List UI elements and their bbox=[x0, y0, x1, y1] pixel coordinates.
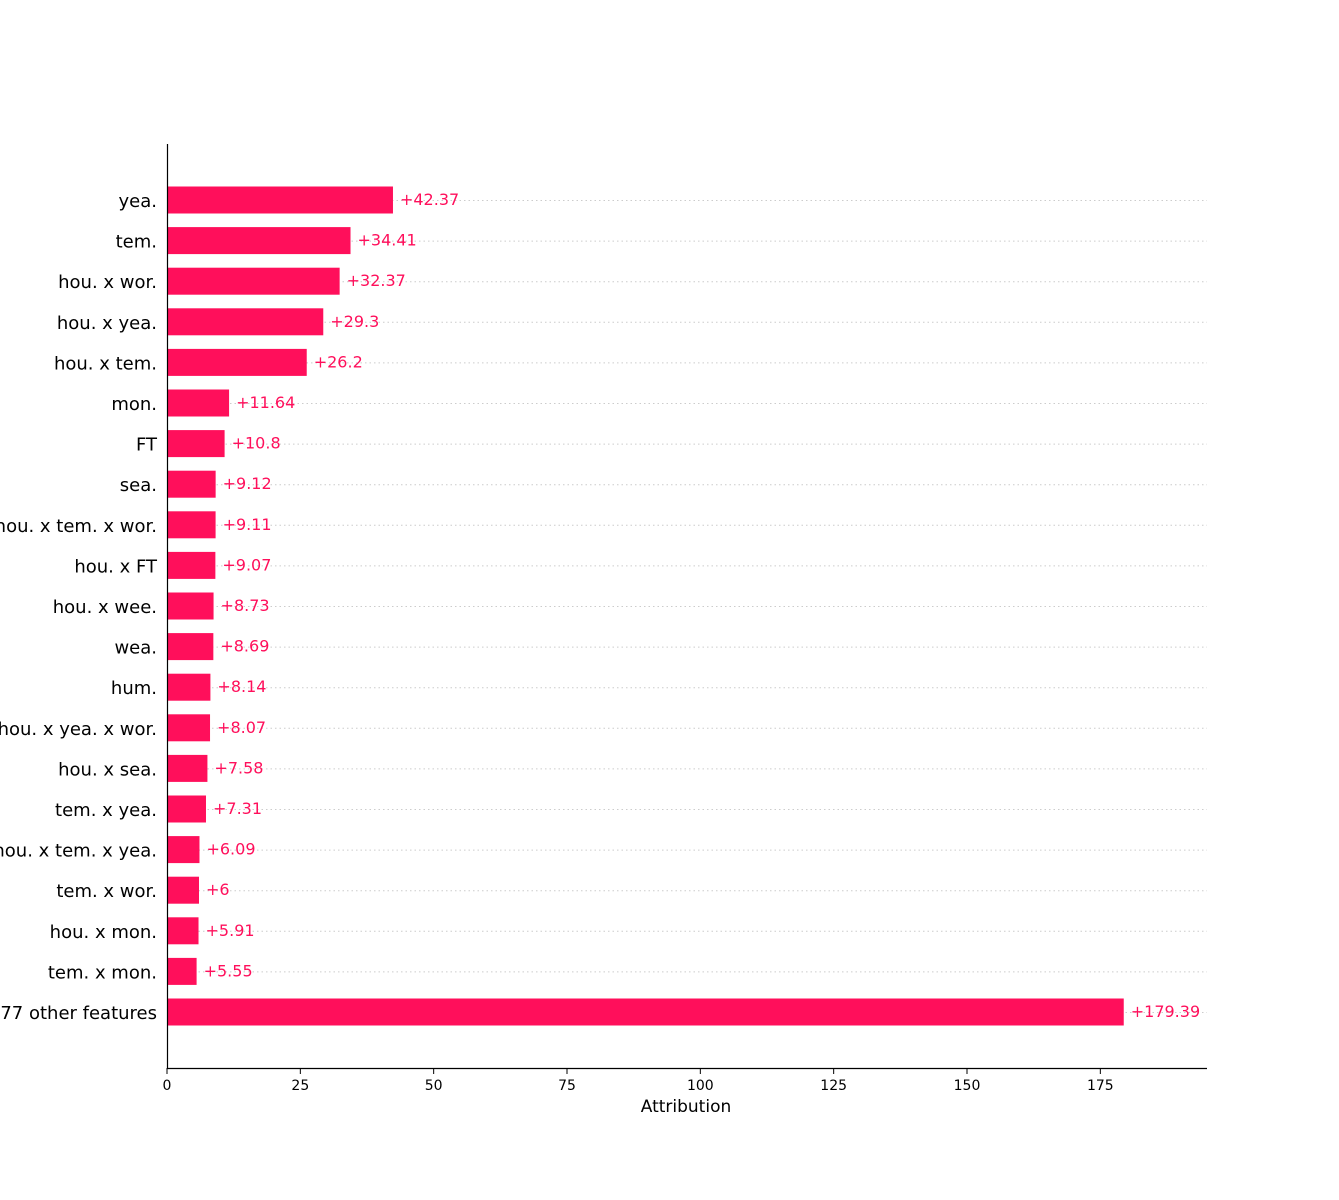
bar bbox=[167, 430, 225, 458]
value-labels: +42.37 +34.41 +32.37 +29.3 +26.2 +11.64 +10.8 +… bbox=[204, 190, 1201, 1021]
bar bbox=[167, 633, 214, 661]
category-label: hou. x tem. x wor. bbox=[0, 516, 157, 537]
category-label: hou. x yea. x wor. bbox=[0, 719, 157, 740]
value-label: +8.07 bbox=[217, 718, 266, 737]
bar bbox=[167, 795, 206, 823]
value-label: +9.11 bbox=[223, 515, 272, 534]
bar bbox=[167, 511, 216, 539]
tick-label: 150 bbox=[954, 1078, 981, 1094]
bar bbox=[167, 389, 230, 417]
category-label: mon. bbox=[111, 394, 157, 415]
tick-label: 175 bbox=[1087, 1078, 1114, 1094]
tick-label: 100 bbox=[687, 1078, 714, 1094]
bar bbox=[167, 917, 199, 945]
value-label: +29.3 bbox=[330, 312, 379, 331]
category-label: hou. x tem. bbox=[54, 353, 157, 374]
value-label: +8.73 bbox=[221, 596, 270, 615]
category-label: tem. bbox=[116, 232, 157, 253]
value-label: +32.37 bbox=[347, 271, 406, 290]
category-label: tem. x wor. bbox=[56, 881, 157, 902]
value-label: +9.07 bbox=[222, 555, 271, 574]
value-label: +5.91 bbox=[206, 921, 255, 940]
bars bbox=[167, 186, 1124, 1026]
tick-label: 75 bbox=[558, 1078, 576, 1094]
category-label: hou. x yea. bbox=[57, 313, 157, 334]
bar bbox=[167, 227, 351, 255]
category-label: sea. bbox=[120, 475, 157, 496]
value-label: +8.14 bbox=[217, 677, 266, 696]
bar bbox=[167, 754, 208, 782]
category-label: hou. x sea. bbox=[58, 759, 157, 780]
category-label: wea. bbox=[114, 638, 157, 659]
bar bbox=[167, 673, 211, 701]
value-label: +9.12 bbox=[223, 474, 272, 493]
bar bbox=[167, 348, 307, 376]
tick-label: 125 bbox=[820, 1078, 847, 1094]
category-label: Sum of 77 other features bbox=[0, 1003, 157, 1024]
category-label: hou. x FT bbox=[74, 556, 158, 577]
category-label: tem. x yea. bbox=[55, 800, 157, 821]
value-label: +11.64 bbox=[236, 393, 295, 412]
bar bbox=[167, 267, 340, 295]
value-label: +26.2 bbox=[314, 352, 363, 371]
tick-label: 50 bbox=[425, 1078, 443, 1094]
tick-label: 0 bbox=[163, 1078, 172, 1094]
bar bbox=[167, 592, 214, 620]
category-label: hou. x wee. bbox=[53, 597, 157, 618]
bar bbox=[167, 186, 393, 214]
value-label: +7.31 bbox=[213, 799, 262, 818]
category-label: hou. x mon. bbox=[50, 922, 157, 943]
bar bbox=[167, 998, 1124, 1026]
value-label: +8.69 bbox=[220, 637, 269, 656]
bar bbox=[167, 836, 200, 864]
value-label: +5.55 bbox=[204, 961, 253, 980]
value-label: +10.8 bbox=[232, 434, 281, 453]
category-label: FT bbox=[136, 435, 158, 456]
x-axis-ticks: 0 25 50 75 100 125 150 175 bbox=[163, 1068, 1114, 1094]
category-label: hum. bbox=[111, 678, 157, 699]
bar bbox=[167, 308, 324, 336]
value-label: +34.41 bbox=[358, 231, 417, 250]
value-label: +179.39 bbox=[1131, 1002, 1200, 1021]
category-label: hou. x tem. x yea. bbox=[0, 841, 157, 862]
category-label: tem. x mon. bbox=[48, 962, 157, 983]
bar bbox=[167, 470, 216, 498]
value-label: +42.37 bbox=[400, 190, 459, 209]
tick-label: 25 bbox=[291, 1078, 309, 1094]
value-label: +7.58 bbox=[214, 758, 263, 777]
category-labels: yea. tem. hou. x wor. hou. x yea. hou. x tem… bbox=[0, 191, 158, 1024]
bar bbox=[167, 876, 199, 904]
value-label: +6 bbox=[206, 880, 230, 899]
value-label: +6.09 bbox=[206, 840, 255, 859]
x-axis-title: Attribution bbox=[641, 1097, 732, 1117]
category-label: yea. bbox=[119, 191, 157, 212]
bar bbox=[167, 957, 197, 985]
bar bbox=[167, 714, 211, 742]
category-label: hou. x wor. bbox=[58, 272, 157, 293]
bar bbox=[167, 551, 216, 579]
